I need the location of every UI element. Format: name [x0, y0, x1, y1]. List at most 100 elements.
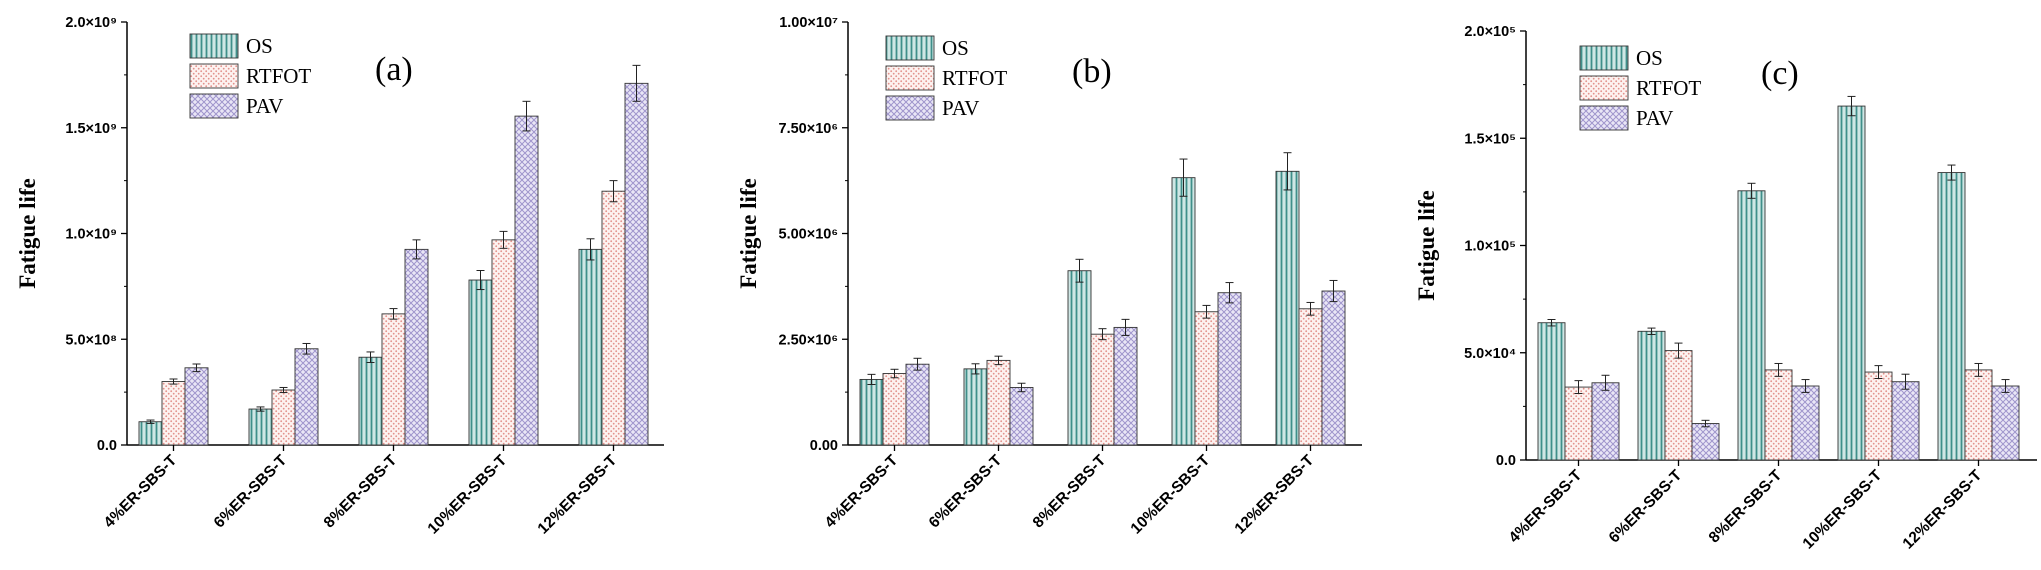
y-tick-label-b: 7.50×10⁶	[779, 121, 839, 137]
legend-swatch-pav-b	[885, 95, 935, 121]
bar-pav-a	[624, 82, 649, 446]
legend-b: OS RTFOT PAV	[885, 35, 1007, 121]
y-tick-label-b: 5.00×10⁶	[779, 227, 839, 243]
bar-os-a	[358, 356, 383, 446]
x-tick-label-b: 4%ER-SBS-T	[822, 451, 902, 531]
legend-swatch-os-c	[1579, 45, 1629, 71]
y-tick-label-b: 2.50×10⁶	[779, 332, 839, 348]
bar-pav-b	[1009, 387, 1034, 446]
x-tick-label-c: 12%ER-SBS-T	[1900, 466, 1986, 552]
legend-label-c: PAV	[1636, 106, 1673, 130]
bar-rtfot-c	[1764, 369, 1793, 461]
y-axis-label-b: Fatigue life	[736, 178, 761, 289]
bar-pav-c	[1891, 381, 1920, 461]
bar-os-a	[468, 279, 493, 446]
bar-os-b	[1067, 270, 1092, 446]
bar-pav-b	[1321, 290, 1346, 446]
x-tick-label-c: 10%ER-SBS-T	[1800, 466, 1886, 552]
bar-rtfot-b	[1090, 333, 1115, 446]
x-tick-label-c: 4%ER-SBS-T	[1506, 466, 1586, 546]
bar-pav-a	[184, 367, 209, 446]
bar-rtfot-a	[161, 381, 186, 446]
bar-pav-b	[905, 363, 930, 446]
bar-os-b	[963, 368, 988, 446]
legend-label-a: OS	[246, 34, 273, 58]
x-tick-label-b: 12%ER-SBS-T	[1232, 451, 1318, 537]
bar-pav-c	[1591, 382, 1620, 461]
bar-pav-a	[294, 348, 319, 446]
plot-area-b: 0.00 2.50×10⁶ 5.00×10⁶ 7.50×10⁶ 1.00×10⁷ Fati…	[736, 15, 1362, 538]
legend-swatch-os-b	[885, 35, 935, 61]
panel-label-c: (c)	[1761, 55, 1799, 92]
y-tick-label-a: 1.5×10⁹	[65, 121, 117, 137]
bar-rtfot-c	[1964, 369, 1993, 461]
bar-pav-c	[1691, 423, 1720, 461]
x-tick-label-b: 10%ER-SBS-T	[1128, 451, 1214, 537]
y-tick-label-b: 1.00×10⁷	[779, 15, 838, 31]
chart-a-svg: 0.0 5.0×10⁸ 1.0×10⁹ 1.5×10⁹ 2.0×10⁹ Fatigue l…	[15, 15, 664, 538]
x-tick-label-a: 12%ER-SBS-T	[535, 451, 621, 537]
legend-a: OS RTFOT PAV	[189, 33, 311, 119]
bar-rtfot-a	[601, 190, 626, 446]
chart-panel-b: 0.00 2.50×10⁶ 5.00×10⁶ 7.50×10⁶ 1.00×10⁷ Fati…	[690, 0, 1370, 570]
bar-os-c	[1637, 330, 1666, 461]
bar-pav-a	[404, 248, 429, 446]
bar-os-c	[1837, 105, 1866, 461]
bar-rtfot-c	[1564, 386, 1593, 461]
plot-area-c: 0.0 5.0×10⁴ 1.0×10⁵ 1.5×10⁵ 2.0×10⁵ Fatigue l…	[1414, 24, 2037, 553]
legend-swatch-rtfot-b	[885, 65, 935, 91]
bar-pav-b	[1113, 326, 1138, 446]
plot-area-a: 0.0 5.0×10⁸ 1.0×10⁹ 1.5×10⁹ 2.0×10⁹ Fatigue l…	[15, 15, 664, 538]
legend-label-a: PAV	[246, 94, 283, 118]
x-tick-label-c: 6%ER-SBS-T	[1606, 466, 1686, 546]
legend-swatch-pav-c	[1579, 105, 1629, 131]
y-tick-label-c: 1.0×10⁵	[1464, 239, 1516, 255]
bar-rtfot-a	[271, 389, 296, 446]
chart-b-svg: 0.00 2.50×10⁶ 5.00×10⁶ 7.50×10⁶ 1.00×10⁷ Fati…	[736, 15, 1362, 538]
legend-c: OS RTFOT PAV	[1579, 45, 1701, 131]
bar-rtfot-b	[1298, 308, 1323, 446]
y-axis-label-a: Fatigue life	[15, 178, 40, 289]
bar-os-b	[859, 378, 884, 446]
y-tick-label-b: 0.00	[810, 438, 838, 454]
bar-os-c	[1737, 190, 1766, 461]
bar-pav-c	[1991, 385, 2020, 461]
x-tick-label-c: 8%ER-SBS-T	[1706, 466, 1786, 546]
bar-pav-a	[514, 115, 539, 446]
panel-label-a: (a)	[375, 51, 413, 88]
bar-pav-b	[1217, 292, 1242, 446]
bar-os-a	[138, 421, 163, 446]
legend-swatch-rtfot-c	[1579, 75, 1629, 101]
y-tick-label-c: 0.0	[1496, 453, 1516, 469]
bar-rtfot-b	[882, 373, 907, 446]
x-tick-label-a: 4%ER-SBS-T	[101, 451, 181, 531]
x-tick-label-a: 8%ER-SBS-T	[321, 451, 401, 531]
y-tick-label-c: 2.0×10⁵	[1464, 24, 1516, 40]
y-tick-label-a: 2.0×10⁹	[65, 15, 117, 31]
bar-os-c	[1537, 322, 1566, 461]
legend-label-b: OS	[942, 36, 969, 60]
legend-label-c: OS	[1636, 46, 1663, 70]
legend-label-c: RTFOT	[1636, 76, 1701, 100]
bar-rtfot-b	[1194, 311, 1219, 446]
y-tick-label-a: 1.0×10⁹	[65, 227, 117, 243]
x-tick-label-b: 6%ER-SBS-T	[926, 451, 1006, 531]
legend-label-b: PAV	[942, 96, 979, 120]
bar-rtfot-c	[1864, 371, 1893, 461]
bar-os-a	[248, 408, 273, 446]
y-tick-label-c: 1.5×10⁵	[1464, 131, 1516, 147]
legend-label-b: RTFOT	[942, 66, 1007, 90]
bar-os-c	[1937, 172, 1966, 461]
legend-label-a: RTFOT	[246, 64, 311, 88]
chart-c-svg: 0.0 5.0×10⁴ 1.0×10⁵ 1.5×10⁵ 2.0×10⁵ Fatigue l…	[1414, 24, 2037, 553]
bar-rtfot-b	[986, 359, 1011, 446]
chart-panel-c: 0.0 5.0×10⁴ 1.0×10⁵ 1.5×10⁵ 2.0×10⁵ Fatigue l…	[1385, 0, 2041, 570]
legend-swatch-rtfot-a	[189, 63, 239, 89]
bar-os-b	[1275, 170, 1300, 446]
y-tick-label-a: 0.0	[97, 438, 117, 454]
y-axis-label-c: Fatigue life	[1414, 190, 1439, 301]
x-tick-label-a: 6%ER-SBS-T	[211, 451, 291, 531]
bar-os-a	[578, 248, 603, 446]
x-tick-label-a: 10%ER-SBS-T	[425, 451, 511, 537]
bar-rtfot-c	[1664, 350, 1693, 461]
